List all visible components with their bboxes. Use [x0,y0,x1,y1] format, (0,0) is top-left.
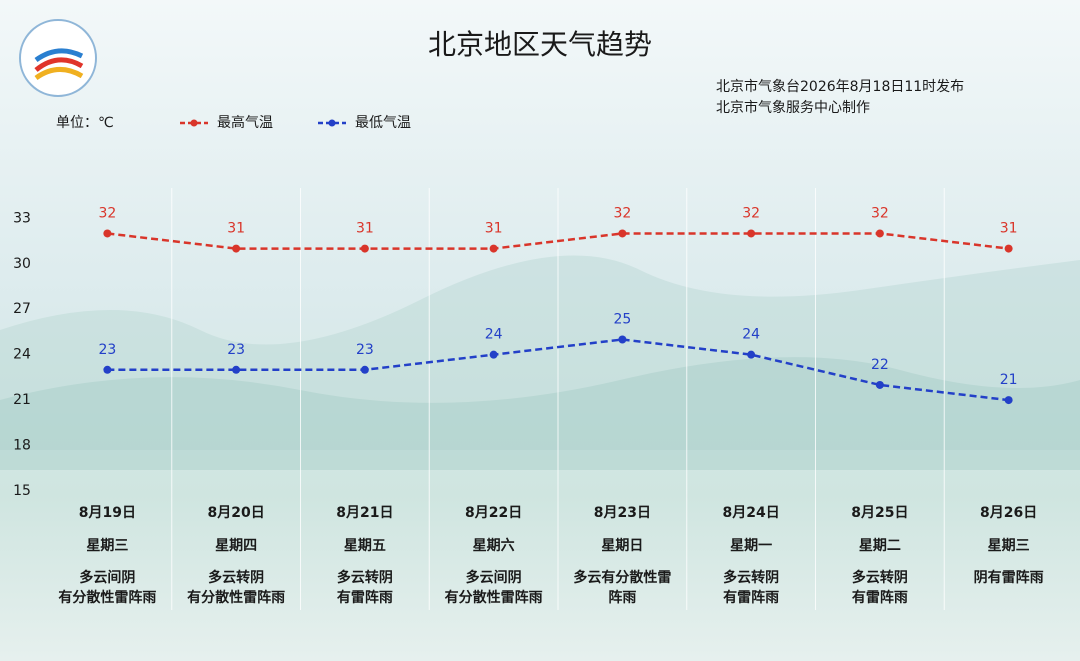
y-tick-label: 30 [13,256,31,272]
y-tick-label: 21 [13,392,31,408]
data-label: 23 [98,342,116,358]
weather-text: 有分散性雷阵雨 [58,589,156,606]
day-name: 星期二 [859,538,901,554]
x-tick-label: 8月25日 [851,505,908,521]
y-tick-label: 27 [13,301,31,317]
weather-text: 多云间阴 [79,569,135,586]
data-label: 31 [227,221,245,237]
y-tick-label: 18 [13,438,31,454]
series-line [107,232,1009,250]
point [747,229,756,238]
x-tick-label: 8月21日 [336,505,393,521]
day-name: 星期六 [473,537,515,554]
x-tick-label: 8月26日 [980,505,1037,521]
x-tick-label: 8月22日 [465,505,522,521]
weather-text: 阴有雷阵雨 [974,569,1044,586]
legend-label: 最高气温 [217,114,273,131]
point [103,365,112,374]
point [747,350,756,359]
point [1004,396,1013,405]
weather-text: 有分散性雷阵雨 [187,589,285,606]
point [875,380,884,389]
logo [34,67,84,81]
weather-text: 多云有分散性雷 [573,569,671,586]
data-label: 23 [356,342,374,358]
point [232,365,241,374]
data-label: 24 [742,327,760,343]
weather-text: 有雷阵雨 [337,589,393,606]
data-label: 32 [871,205,889,221]
x-tick-label: 8月24日 [723,505,780,521]
weather-text: 多云间阴 [466,569,522,586]
point [360,365,369,374]
point [875,229,884,238]
data-label: 31 [1000,221,1018,237]
legend-marker [190,119,198,127]
data-label: 31 [356,221,374,237]
point [618,229,627,238]
point [103,229,112,238]
data-label: 23 [227,342,245,358]
day-name: 星期四 [215,538,257,554]
point [232,244,241,253]
weather-text: 多云转阴 [208,569,264,586]
x-tick-label: 8月19日 [79,505,136,521]
chart-title: 北京地区天气趋势 [428,28,652,61]
point [618,335,627,344]
legend-marker [328,119,336,127]
y-tick-label: 15 [13,483,31,499]
data-label: 31 [485,221,503,237]
point [489,350,498,359]
series-line [107,338,1009,402]
logo [34,48,84,63]
day-name: 星期三 [86,538,128,554]
point [489,244,498,253]
data-label: 25 [613,312,631,328]
y-tick-label: 24 [13,347,31,363]
weather-text: 有雷阵雨 [852,589,908,606]
data-label: 24 [485,327,503,343]
day-name: 星期五 [344,538,386,554]
data-label: 32 [98,205,116,221]
weather-text: 多云转阴 [337,569,393,586]
day-name: 星期一 [730,538,772,554]
weather-text: 阵雨 [608,589,636,606]
point [360,244,369,253]
y-tick-label: 33 [13,210,31,226]
mountains [0,357,1080,470]
publisher: 北京市气象台2026年8月18日11时发布 [716,78,964,95]
weather-text: 多云转阴 [723,569,779,586]
day-name: 星期日 [601,538,643,554]
day-name: 星期三 [988,538,1030,554]
x-tick-label: 8月20日 [208,505,265,521]
logo [34,57,84,72]
weather-text: 有分散性雷阵雨 [445,589,543,606]
publisher: 北京市气象服务中心制作 [716,99,870,116]
point [1004,244,1013,253]
legend-label: 最低气温 [355,115,411,131]
unit-label: 单位：℃ [56,115,114,131]
weather-text: 多云转阴 [852,569,908,586]
mountains [0,255,1080,450]
data-label: 21 [1000,372,1018,388]
data-label: 32 [613,205,631,221]
weather-text: 有雷阵雨 [723,589,779,606]
x-tick-label: 8月23日 [594,505,651,521]
data-label: 22 [871,357,889,373]
data-label: 32 [742,205,760,221]
